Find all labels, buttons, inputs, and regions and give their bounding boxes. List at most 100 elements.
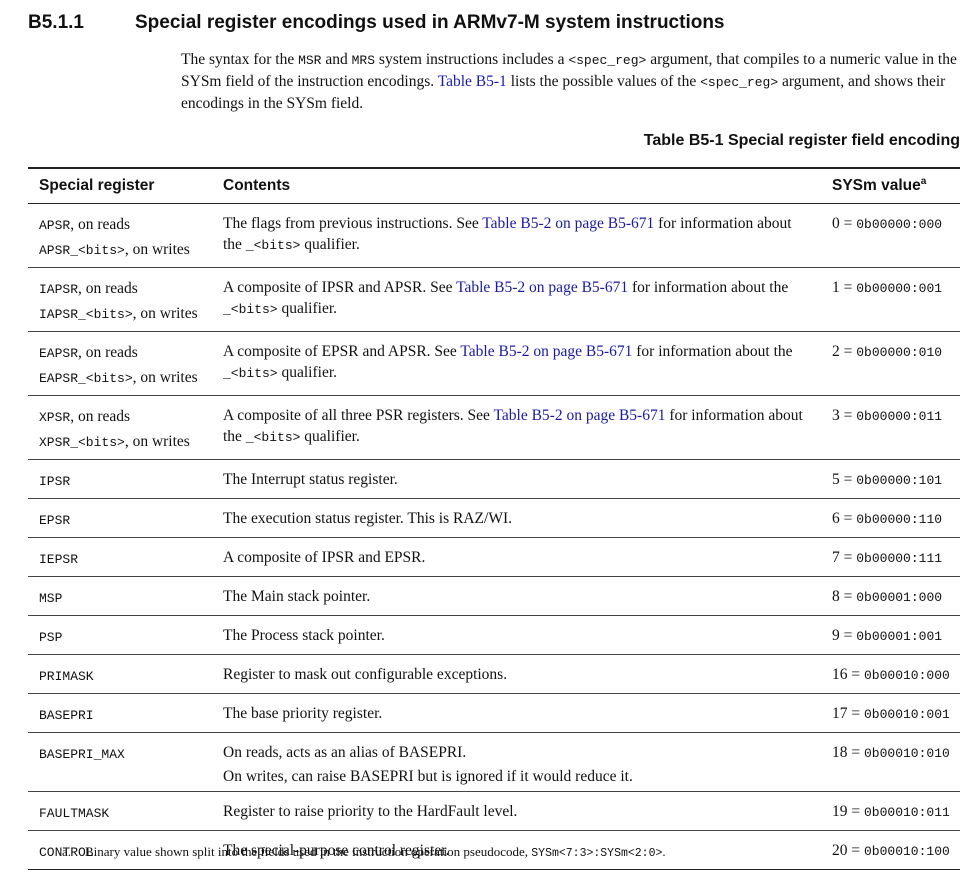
footnote: a. Binary value shown split into the fiel…	[62, 844, 666, 860]
text-run: The execution status register. This is R…	[223, 510, 512, 527]
code-text: 0b00010:011	[864, 805, 950, 820]
contents-paragraph: A composite of all three PSR registers. …	[223, 405, 808, 448]
code-text: 0b00000:001	[856, 281, 943, 296]
register-cell: IAPSR, on reads IAPSR_<bits>, on writes	[28, 267, 215, 332]
text-run: lists the possible values of the	[506, 73, 701, 90]
header-row: Special register Contents SYSm valuea	[28, 167, 960, 204]
register-cell: PSP	[28, 615, 215, 655]
code-text: PRIMASK	[39, 669, 94, 684]
footnote-mark: a.	[62, 844, 72, 859]
code-text: _<bits>	[223, 302, 278, 317]
value-cell: 1 = 0b00000:001	[822, 267, 960, 332]
register-line: FAULTMASK	[39, 801, 209, 826]
link[interactable]: Table B5-2 on page B5-671	[493, 407, 666, 424]
table-row: IAPSR, on reads IAPSR_<bits>, on writes A …	[28, 267, 960, 332]
table-row: XPSR, on reads XPSR_<bits>, on writes A co…	[28, 395, 960, 460]
text-run: Register to raise priority to the HardFa…	[223, 803, 518, 820]
link[interactable]: Table B5-2 on page B5-671	[482, 215, 655, 232]
register-line: IPSR	[39, 469, 209, 494]
contents-paragraph: Register to mask out configurable except…	[223, 664, 808, 685]
register-line: IEPSR	[39, 547, 209, 572]
code-text: 0b00000:000	[856, 217, 943, 232]
code-text: MRS	[351, 53, 376, 68]
code-text: 0b00010:010	[864, 746, 950, 761]
register-line: APSR_<bits>, on writes	[39, 238, 209, 263]
value-cell: 6 = 0b00000:110	[822, 498, 960, 538]
text-run: The Main stack pointer.	[223, 588, 371, 605]
code-text: EPSR	[39, 513, 71, 528]
register-line: IAPSR, on reads	[39, 277, 209, 302]
contents-cell: The Main stack pointer.	[215, 576, 822, 616]
code-text: BASEPRI_MAX	[39, 747, 125, 762]
value-cell: 16 = 0b00010:000	[822, 654, 960, 694]
table-row: IPSR The Interrupt status register. 5 = 0b…	[28, 459, 960, 499]
text-run: for information about the	[223, 407, 803, 445]
link[interactable]: Table B5-2 on page B5-671	[460, 343, 633, 360]
code-text: EAPSR	[39, 346, 79, 361]
link[interactable]: Table B5-1	[437, 73, 507, 90]
contents-paragraph: The Interrupt status register.	[223, 469, 808, 490]
table-body: APSR, on reads APSR_<bits>, on writes The …	[28, 203, 960, 870]
text-run: argument, that compiles to a numeric val…	[181, 51, 957, 90]
register-line: MSP	[39, 586, 209, 611]
text-run: The Interrupt status register.	[223, 471, 398, 488]
table-row: EPSR The execution status register. This …	[28, 498, 960, 538]
code-text: EAPSR_<bits>	[39, 371, 133, 386]
code-text: PSP	[39, 630, 63, 645]
link[interactable]: Table B5-2 on page B5-671	[456, 279, 629, 296]
code-text: <spec_reg>	[700, 75, 779, 90]
value-cell: 5 = 0b00000:101	[822, 459, 960, 499]
text-run: , on writes	[124, 433, 190, 450]
text-run: The base priority register.	[223, 705, 383, 722]
text-run: qualifier.	[277, 364, 338, 381]
contents-paragraph: A composite of IPSR and APSR. See Table …	[223, 277, 808, 320]
register-line: IAPSR_<bits>, on writes	[39, 302, 209, 327]
contents-cell: The base priority register.	[215, 693, 822, 733]
text-run: , on reads	[78, 344, 138, 361]
code-text: FAULTMASK	[39, 806, 110, 821]
column-label: SYSm value	[832, 177, 921, 195]
contents-paragraph: Register to raise priority to the HardFa…	[223, 801, 808, 822]
contents-paragraph: The execution status register. This is R…	[223, 508, 808, 529]
text-run: , on writes	[132, 305, 198, 322]
contents-paragraph: A composite of IPSR and EPSR.	[223, 547, 808, 568]
code-text: 0b00010:001	[864, 707, 950, 722]
text-run: 16 =	[832, 666, 864, 683]
value-cell: 17 = 0b00010:001	[822, 693, 960, 733]
code-text: 0b00000:101	[856, 473, 943, 488]
text-run: , on reads	[70, 408, 131, 425]
text-run: 20 =	[832, 842, 864, 859]
code-text: IEPSR	[39, 552, 79, 567]
footnote-text: Binary value shown split into the fields…	[85, 844, 666, 860]
register-cell: IPSR	[28, 459, 215, 499]
register-line: EAPSR_<bits>, on writes	[39, 366, 209, 391]
column-label: Special register	[39, 177, 155, 194]
register-cell: PRIMASK	[28, 654, 215, 694]
text-run: A composite of IPSR and EPSR.	[223, 549, 426, 566]
text-run: and	[321, 51, 352, 68]
value-cell: 18 = 0b00010:010	[822, 732, 960, 792]
table-row: BASEPRI_MAX On reads, acts as an alias of…	[28, 732, 960, 792]
value-cell: 3 = 0b00000:011	[822, 395, 960, 460]
text-run: 19 =	[832, 803, 864, 820]
contents-cell: A composite of IPSR and EPSR.	[215, 537, 822, 577]
table-row: FAULTMASK Register to raise priority to t…	[28, 791, 960, 831]
register-line: APSR, on reads	[39, 213, 209, 238]
code-text: _<bits>	[245, 238, 301, 253]
code-text: XPSR_<bits>	[39, 435, 125, 450]
text-run: for information about the	[223, 215, 792, 253]
code-text: IAPSR	[39, 282, 79, 297]
register-line: BASEPRI_MAX	[39, 742, 209, 767]
code-text: APSR_<bits>	[39, 243, 125, 258]
code-text: MSP	[39, 591, 63, 606]
contents-cell: The special-purpose control register.	[215, 830, 822, 870]
register-table: Special register Contents SYSm valuea AP…	[28, 167, 960, 870]
table-row: BASEPRI The base priority register. 17 = 0…	[28, 693, 960, 733]
register-line: XPSR, on reads	[39, 405, 209, 430]
contents-cell: The flags from previous instructions. Se…	[215, 203, 822, 268]
contents-cell: On reads, acts as an alias of BASEPRI. On…	[215, 732, 822, 792]
text-run: , on reads	[78, 280, 138, 297]
column-label: Contents	[223, 177, 291, 194]
